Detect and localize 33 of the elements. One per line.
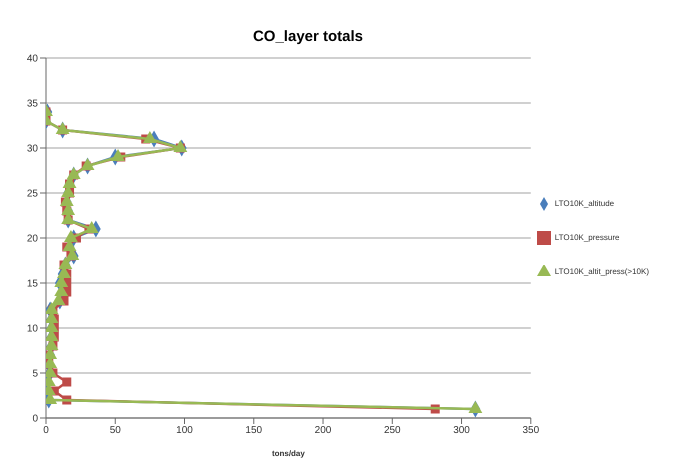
point: [58, 257, 72, 270]
point: [468, 401, 482, 414]
point: [64, 230, 78, 242]
point: [143, 131, 156, 144]
point: [80, 158, 94, 170]
point: [62, 378, 72, 386]
y-tick-label: 15: [26, 278, 38, 290]
x-tick-label: 350: [522, 425, 540, 436]
legend-label: LTO10K_pressure: [554, 233, 620, 242]
x-tick-label: 0: [43, 425, 50, 436]
y-tick-label: 40: [26, 54, 38, 65]
point: [174, 140, 187, 152]
point: [67, 167, 80, 180]
point: [56, 122, 70, 134]
y-tick-label: 30: [26, 144, 38, 155]
y-tick-label: 5: [32, 368, 38, 380]
x-tick-label: 50: [110, 425, 122, 436]
x-tick-label: 100: [176, 425, 194, 436]
x-tick-label: 200: [314, 425, 332, 436]
y-tick-label: 35: [26, 98, 38, 110]
y-tick-label: 25: [26, 188, 38, 200]
y-tick-label: 20: [26, 234, 38, 245]
x-axis-title: tons/day: [272, 449, 306, 458]
x-tick-label: 300: [453, 425, 470, 436]
x-tick-label: 150: [245, 425, 263, 436]
point: [111, 149, 125, 162]
y-tick-label: 10: [26, 324, 38, 335]
y-tick-label: 0: [32, 414, 38, 425]
x-tick-label: 250: [384, 425, 402, 436]
legend-label: LTO10K_altit_press(>10K): [554, 267, 649, 276]
legend-label: LTO10K_altitude: [554, 199, 614, 208]
point: [85, 221, 98, 234]
chart-title: CO_layer totals: [252, 28, 364, 45]
